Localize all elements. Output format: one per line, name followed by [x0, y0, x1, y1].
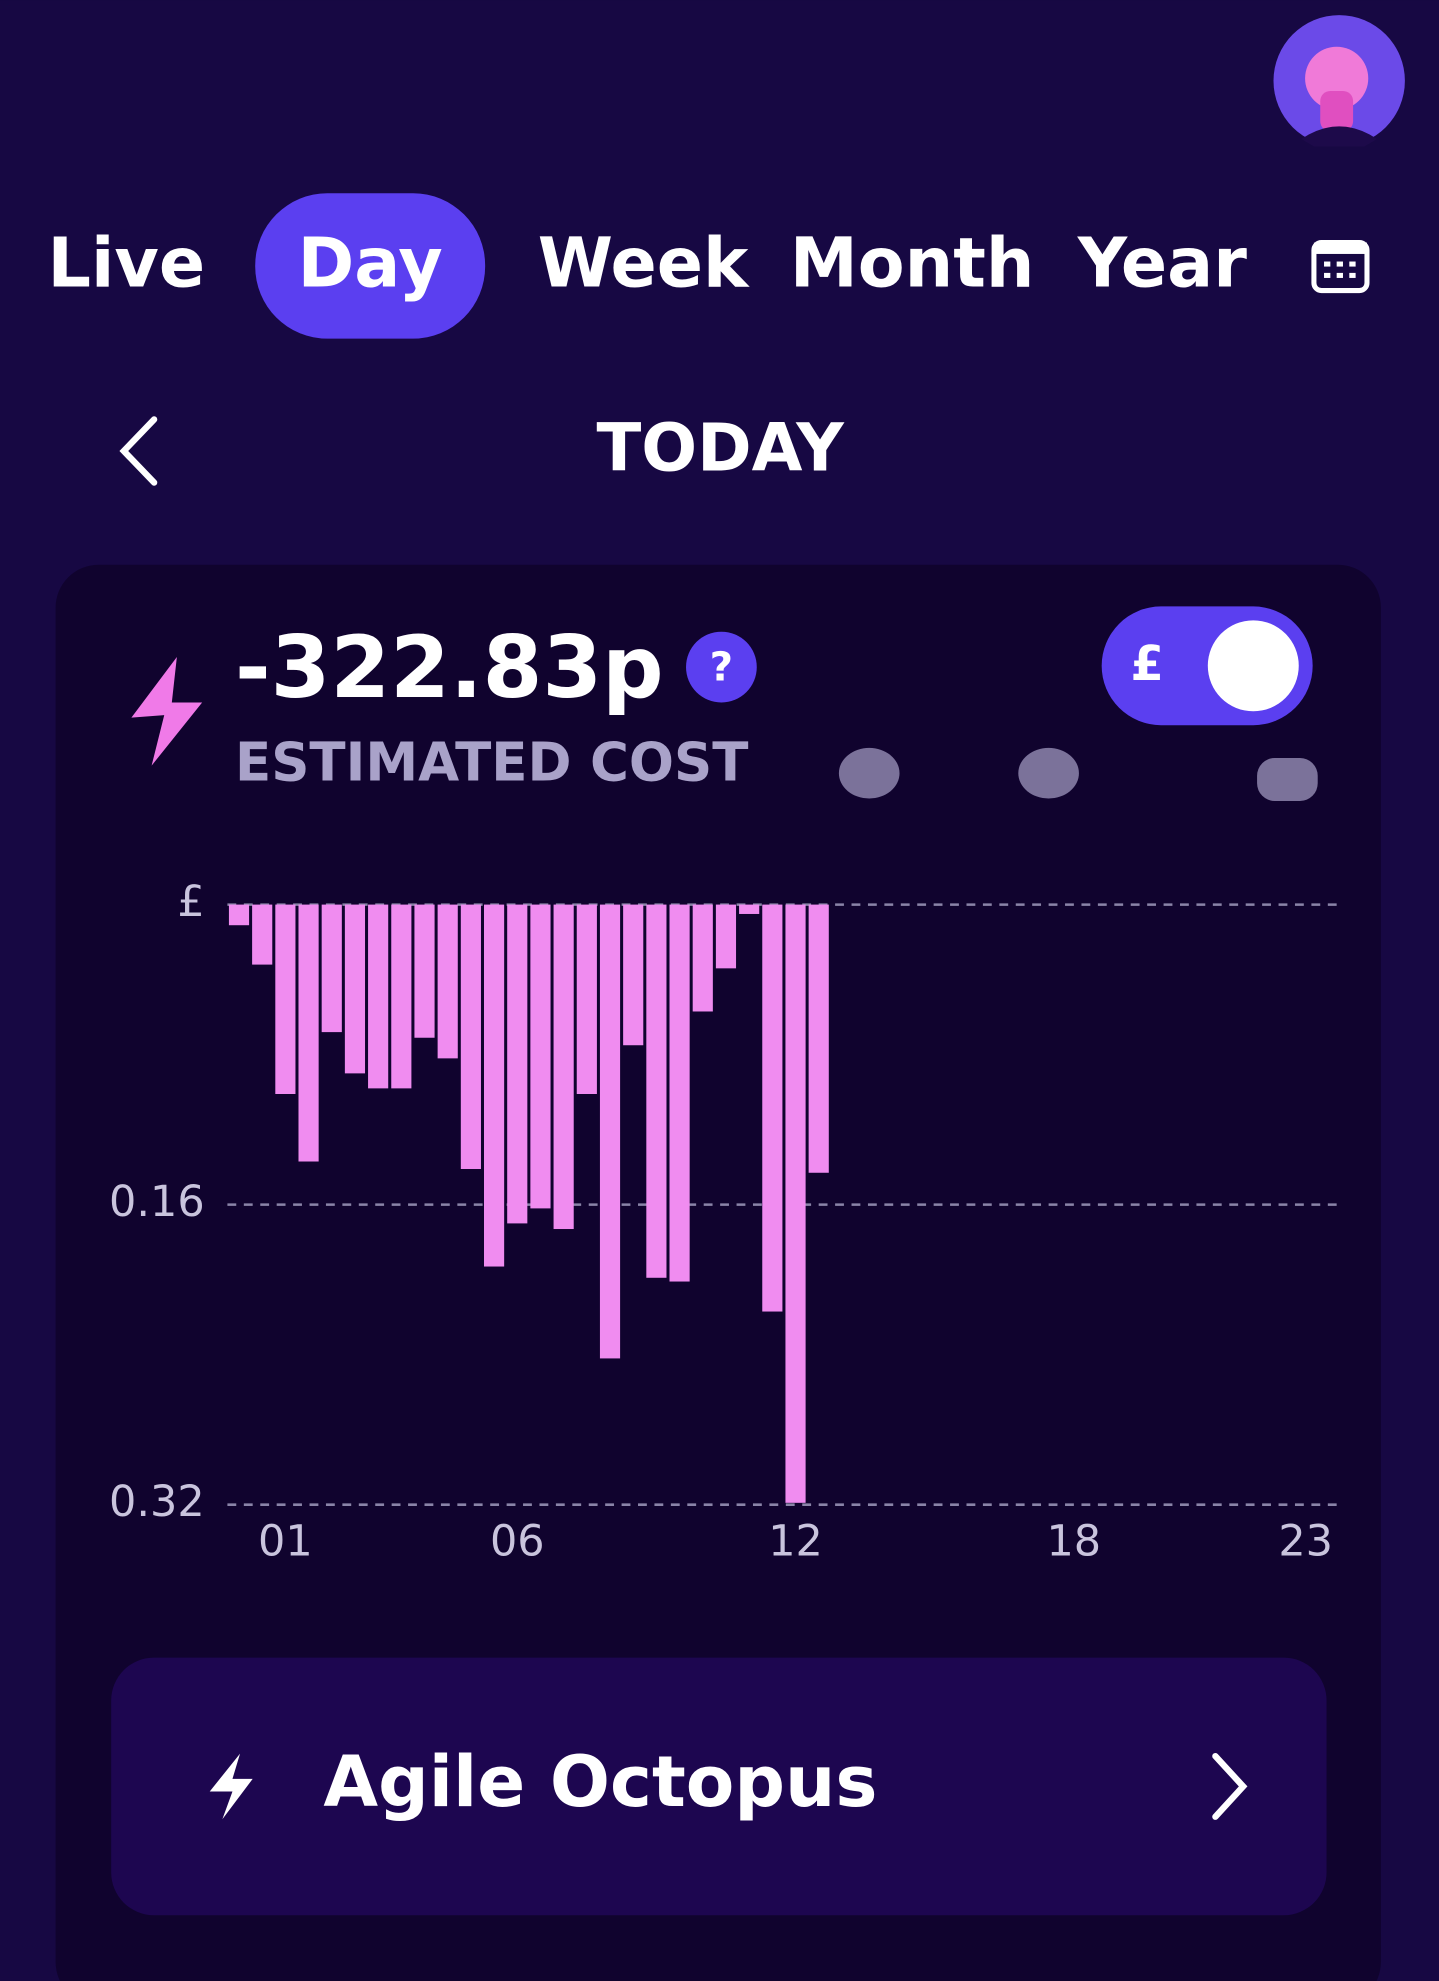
bar [646, 904, 667, 1278]
period-title: TODAY [596, 410, 845, 486]
cost-amount: -322.83p [235, 618, 664, 718]
avatar[interactable] [1273, 15, 1405, 147]
tab[interactable]: Year [1077, 224, 1247, 303]
bar [739, 904, 760, 914]
bar [762, 904, 783, 1312]
y-tick-label: 0.16 [109, 1177, 205, 1227]
toggle-label: £ [1130, 636, 1163, 692]
tariff-card[interactable] [111, 1657, 1327, 1916]
chart: £0.16 0.32 01 06 12 18 23 [109, 877, 1341, 1566]
x-tick-label: 23 [1278, 1516, 1333, 1566]
back-arrow[interactable] [119, 416, 158, 486]
x-tick-label: 06 [490, 1516, 545, 1566]
bar [460, 904, 481, 1170]
bar [553, 904, 574, 1230]
tariff-arrow [1212, 1752, 1248, 1820]
bar [623, 904, 644, 1046]
bar [298, 904, 319, 1162]
calendar-icon[interactable] [1311, 240, 1370, 294]
bar [275, 904, 296, 1094]
x-tick-label: 12 [768, 1516, 823, 1566]
x-tick-label: 18 [1046, 1516, 1101, 1566]
bar [785, 904, 806, 1503]
tab[interactable]: Day [298, 224, 443, 303]
tab[interactable]: Live [48, 224, 206, 303]
active-tab-pill [255, 193, 486, 339]
x-tick-label: 01 [258, 1516, 313, 1566]
bar [414, 904, 435, 1038]
bar [692, 904, 713, 1012]
y-tick-label: 0.32 [109, 1477, 205, 1527]
tariff-bolt [209, 1753, 253, 1820]
bar [483, 904, 505, 1267]
bar [321, 904, 342, 1033]
cost-label: ESTIMATED COST [235, 731, 748, 793]
tariff-name: Agile Octopus [323, 1740, 877, 1823]
help-button[interactable] [686, 631, 757, 703]
bar [530, 904, 551, 1209]
bar [344, 904, 366, 1074]
bar [391, 904, 412, 1089]
bar [669, 904, 690, 1282]
blurred-info [838, 747, 1318, 801]
bar [599, 904, 621, 1359]
bar [507, 904, 528, 1224]
tab[interactable]: Week [538, 224, 750, 303]
bar [252, 904, 273, 965]
bar [808, 904, 829, 1173]
toggle-knob [1207, 620, 1299, 712]
y-tick-label: £ [177, 877, 204, 927]
tab[interactable]: Month [790, 224, 1035, 303]
bolt-icon [131, 656, 203, 766]
bar [576, 904, 597, 1094]
bar [368, 904, 389, 1089]
help-icon: ? [710, 643, 733, 691]
bar [228, 904, 250, 926]
bar [715, 904, 737, 969]
bar [437, 904, 458, 1059]
